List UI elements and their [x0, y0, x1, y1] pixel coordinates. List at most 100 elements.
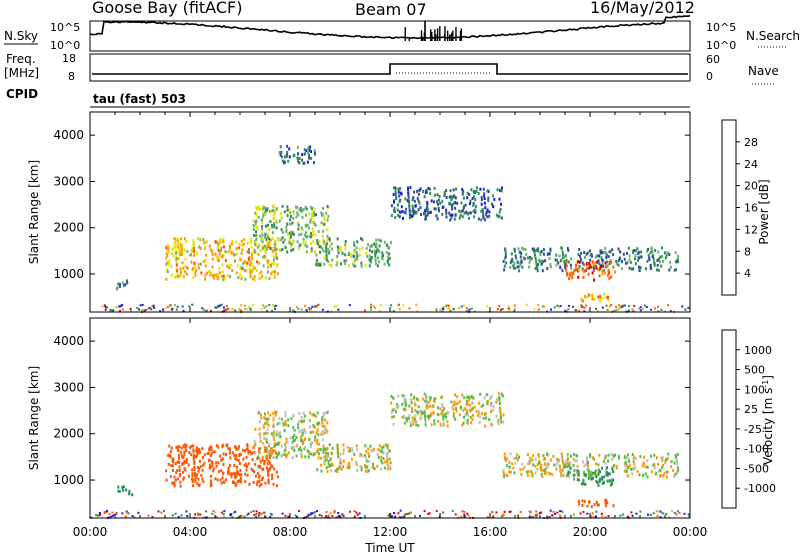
data-cell: [128, 491, 131, 495]
data-cell: [219, 248, 222, 252]
data-cell: [386, 259, 389, 263]
data-cell: [328, 443, 331, 447]
colorbar-tick-label: 20: [744, 180, 758, 193]
data-cell: [425, 397, 428, 401]
data-cell: [281, 454, 284, 458]
data-cell: [462, 189, 465, 193]
data-cell: [554, 258, 557, 262]
data-cell: [277, 442, 280, 446]
data-cell: [339, 458, 342, 461]
data-cell: [337, 248, 340, 251]
data-cell: [311, 441, 313, 445]
data-cell: [176, 460, 179, 464]
data-cell: [590, 505, 593, 509]
data-cell: [220, 255, 223, 259]
data-cell: [639, 510, 642, 513]
data-cell: [364, 456, 367, 460]
freq-unit-label: [MHz]: [4, 66, 39, 80]
data-cell: [177, 245, 180, 249]
data-cell: [434, 207, 437, 211]
data-cell: [601, 306, 604, 309]
data-cell: [292, 414, 295, 418]
data-cell: [394, 192, 397, 196]
data-cell: [504, 455, 507, 459]
data-cell: [247, 512, 250, 515]
data-cell: [618, 256, 621, 260]
data-cell: [296, 211, 299, 215]
data-cell: [383, 466, 386, 470]
data-cell: [204, 273, 207, 277]
data-cell: [420, 409, 423, 413]
data-cell: [367, 243, 370, 247]
data-cell: [192, 448, 195, 452]
data-cell: [258, 474, 261, 478]
data-cell: [650, 470, 653, 474]
data-cell: [537, 249, 540, 253]
data-cell: [534, 254, 536, 257]
data-cell: [258, 456, 261, 460]
data-cell: [398, 308, 401, 311]
data-cell: [234, 475, 237, 479]
data-cell: [109, 516, 112, 518]
data-cell: [282, 421, 285, 425]
data-cell: [589, 470, 592, 474]
data-cell: [587, 272, 590, 276]
data-cell: [289, 218, 292, 222]
data-cell: [583, 310, 586, 313]
data-cell: [308, 418, 311, 422]
data-cell: [259, 439, 262, 443]
data-cell: [329, 238, 332, 242]
data-cell: [445, 209, 448, 213]
data-cell: [408, 404, 411, 408]
data-cell: [253, 233, 255, 237]
data-cell: [314, 452, 317, 456]
data-cell: [513, 471, 516, 475]
data-cell: [178, 247, 181, 251]
n-search-label: N.Search: [746, 29, 800, 43]
data-cell: [458, 209, 461, 213]
data-cell: [433, 419, 436, 423]
data-cell: [638, 265, 640, 269]
data-cell: [626, 251, 629, 255]
data-cell: [218, 267, 221, 271]
data-cell: [136, 306, 139, 309]
data-cell: [204, 310, 207, 313]
data-cell: [203, 241, 206, 245]
data-cell: [610, 260, 613, 264]
data-cell: [286, 232, 289, 236]
data-cell: [266, 419, 269, 423]
data-cell: [421, 397, 424, 401]
data-cell: [593, 516, 596, 519]
data-cell: [549, 458, 552, 462]
data-cell: [285, 440, 288, 444]
data-cell: [580, 297, 582, 301]
data-cell: [130, 310, 132, 313]
data-cell: [266, 422, 269, 426]
data-cell: [386, 455, 388, 459]
data-cell: [230, 472, 233, 476]
data-cell: [423, 411, 426, 415]
data-cell: [359, 465, 362, 469]
data-cell: [249, 238, 252, 241]
data-cell: [195, 268, 198, 272]
data-cell: [629, 260, 632, 264]
data-cell: [441, 212, 444, 216]
data-cell: [513, 247, 516, 251]
data-cell: [435, 200, 438, 204]
data-cell: [578, 502, 581, 506]
data-cell: [199, 459, 201, 463]
data-cell: [361, 238, 364, 242]
data-cell: [321, 234, 324, 238]
data-cell: [465, 307, 468, 310]
data-cell: [531, 474, 534, 478]
data-cell: [389, 256, 392, 260]
data-cell: [389, 461, 392, 465]
data-cell: [517, 458, 519, 462]
data-cell: [612, 454, 615, 458]
data-cell: [425, 400, 428, 404]
data-cell: [340, 467, 343, 471]
data-cell: [425, 190, 428, 194]
data-cell: [326, 234, 329, 238]
data-cell: [374, 262, 377, 266]
data-cell: [409, 186, 412, 190]
